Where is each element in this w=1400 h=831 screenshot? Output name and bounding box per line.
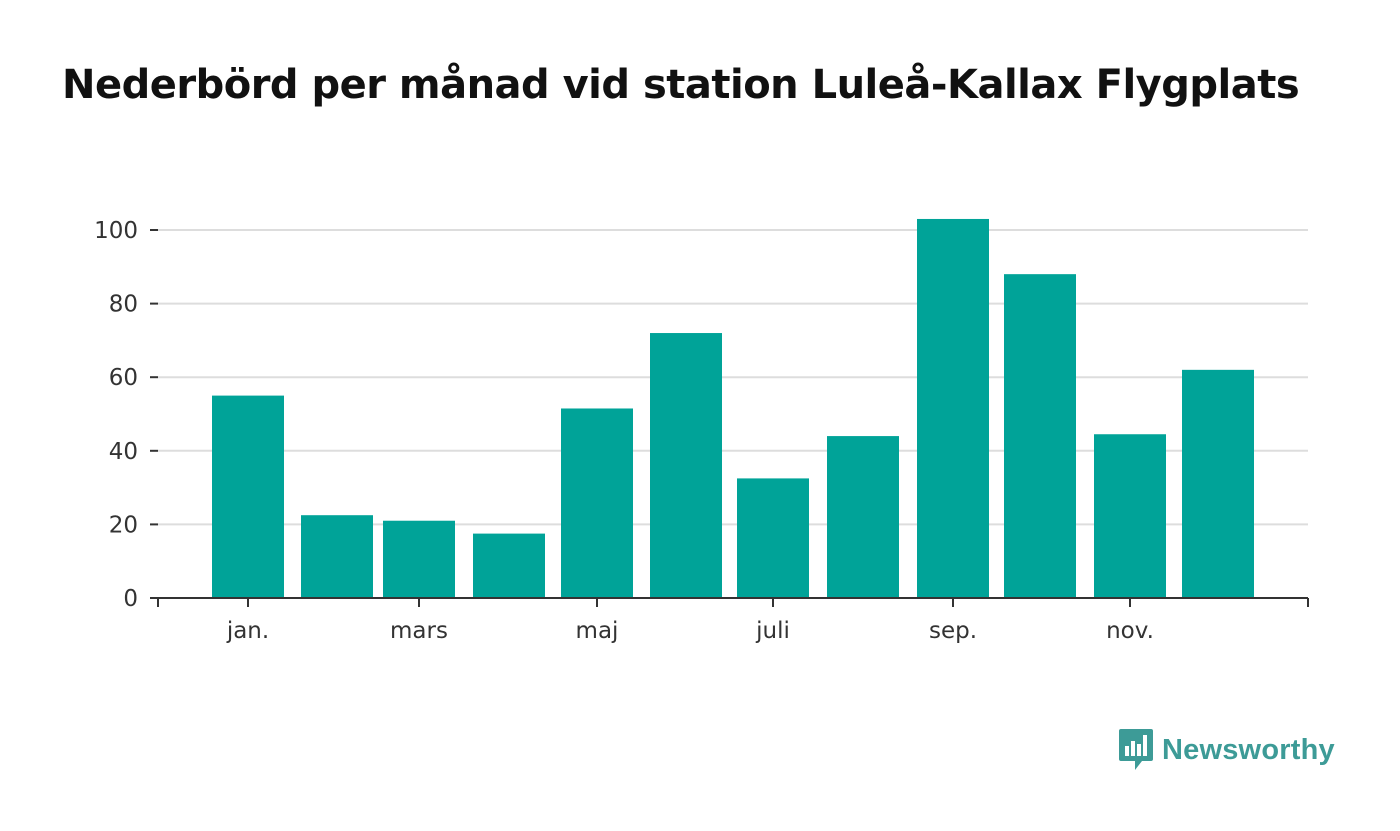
y-tick-label: 40: [109, 439, 138, 465]
bar-mars: [383, 520, 455, 598]
bar-sep: [917, 218, 989, 598]
bar-juni: [650, 333, 722, 598]
bar-chart-speech-bubble-icon: [1119, 729, 1153, 770]
y-tick-label: 80: [109, 292, 138, 318]
x-tick-label: mars: [390, 618, 448, 644]
newsworthy-logo: Newsworthy: [1118, 728, 1335, 772]
chart-title: Nederbörd per månad vid station Luleå-Ka…: [62, 62, 1300, 108]
y-tick-label: 20: [109, 512, 138, 538]
bar-feb: [301, 515, 373, 598]
x-tick-label: juli: [755, 618, 790, 644]
bar-jan: [212, 395, 284, 598]
bar-dec: [1182, 369, 1254, 598]
y-tick-label: 60: [109, 365, 138, 391]
bar-juli: [737, 478, 809, 598]
y-tick-label: 100: [94, 218, 138, 244]
y-tick-label: 0: [123, 586, 138, 612]
x-tick-label: sep.: [929, 618, 977, 644]
bar-april: [473, 533, 545, 598]
bar-aug: [827, 436, 899, 598]
bar-maj: [561, 408, 633, 598]
bar-nov: [1094, 434, 1166, 598]
bar-okt: [1004, 274, 1076, 598]
x-tick-label: nov.: [1106, 618, 1154, 644]
x-tick-label: jan.: [226, 618, 269, 644]
x-tick-label: maj: [576, 618, 619, 644]
brand-name: Newsworthy: [1162, 733, 1335, 766]
